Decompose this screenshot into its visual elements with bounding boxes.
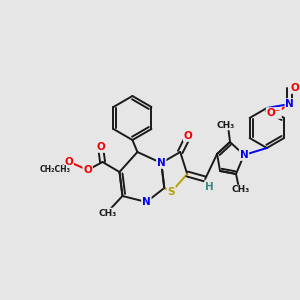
Text: O: O — [64, 157, 73, 167]
Text: CH₃: CH₃ — [232, 185, 250, 194]
Text: O: O — [290, 83, 299, 93]
Text: N: N — [142, 197, 151, 207]
Text: N: N — [285, 99, 294, 109]
Text: S: S — [167, 187, 175, 197]
Text: CH₃: CH₃ — [217, 121, 235, 130]
Text: O: O — [184, 131, 193, 141]
Text: N: N — [240, 150, 248, 160]
Text: O⁻: O⁻ — [267, 108, 281, 118]
Text: CH₂CH₃: CH₂CH₃ — [39, 166, 70, 175]
Text: O: O — [83, 165, 92, 175]
Text: N: N — [157, 158, 166, 168]
Text: H: H — [205, 182, 214, 192]
Text: CH₃: CH₃ — [98, 208, 117, 217]
Text: O: O — [96, 142, 105, 152]
